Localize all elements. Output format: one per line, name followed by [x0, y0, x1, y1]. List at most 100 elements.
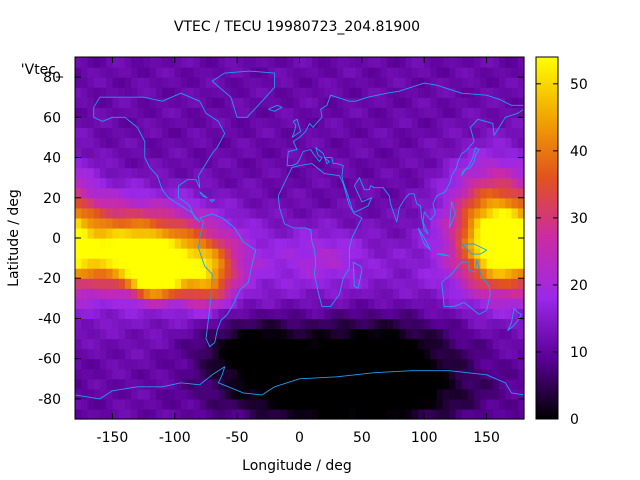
heatmap-cell — [137, 278, 145, 289]
heatmap-cell — [455, 187, 463, 199]
heatmap-cell — [361, 77, 369, 88]
heatmap-cell — [243, 217, 251, 229]
heatmap-cell — [417, 127, 425, 139]
heatmap-cell — [492, 268, 500, 279]
heatmap-cell — [399, 348, 407, 360]
heatmap-cell — [224, 238, 232, 249]
heatmap-cell — [361, 217, 369, 229]
heatmap-cell — [405, 288, 413, 299]
heatmap-cell — [380, 167, 388, 179]
heatmap-cell — [274, 207, 282, 219]
heatmap-cell — [499, 107, 506, 118]
heatmap-cell — [75, 408, 82, 420]
heatmap-cell — [305, 338, 313, 350]
heatmap-cell — [205, 278, 213, 289]
heatmap-cell — [149, 127, 157, 139]
heatmap-cell — [380, 288, 388, 299]
heatmap-cell — [349, 227, 357, 239]
heatmap-cell — [212, 137, 220, 149]
heatmap-cell — [81, 358, 89, 370]
heatmap-cell — [499, 157, 506, 169]
heatmap-cell — [361, 398, 369, 410]
heatmap-cell — [118, 57, 126, 68]
heatmap-cell — [417, 398, 425, 410]
heatmap-cell — [243, 177, 251, 189]
heatmap-cell — [311, 388, 319, 400]
heatmap-cell — [368, 77, 375, 88]
heatmap-cell — [449, 127, 457, 139]
heatmap-cell — [87, 248, 95, 259]
heatmap-cell — [268, 258, 276, 269]
heatmap-cell — [224, 167, 232, 179]
heatmap-cell — [455, 217, 463, 229]
heatmap-cell — [349, 197, 357, 209]
heatmap-cell — [449, 298, 457, 309]
heatmap-cell — [467, 137, 475, 149]
heatmap-cell — [361, 278, 369, 289]
heatmap-cell — [75, 378, 82, 390]
heatmap-cell — [193, 127, 201, 139]
heatmap-cell — [143, 318, 151, 330]
heatmap-cell — [499, 217, 506, 229]
heatmap-cell — [274, 227, 282, 239]
heatmap-cell — [156, 117, 163, 128]
heatmap-cell — [143, 408, 151, 420]
heatmap-cell — [106, 268, 114, 279]
heatmap-cell — [474, 338, 481, 350]
heatmap-cell — [93, 187, 101, 199]
heatmap-cell — [486, 298, 494, 309]
heatmap-cell — [474, 177, 481, 189]
heatmap-cell — [393, 258, 400, 269]
heatmap-cell — [280, 388, 288, 400]
heatmap-cell — [399, 258, 407, 269]
heatmap-cell — [249, 328, 257, 340]
heatmap-cell — [486, 338, 494, 350]
heatmap-cell — [205, 197, 213, 209]
heatmap-cell — [187, 238, 195, 249]
heatmap-cell — [193, 187, 201, 199]
heatmap-cell — [517, 328, 525, 340]
heatmap-cell — [255, 288, 263, 299]
heatmap-cell — [243, 197, 251, 209]
heatmap-cell — [193, 167, 201, 179]
heatmap-cell — [162, 117, 170, 128]
heatmap-cell — [255, 137, 263, 149]
heatmap-cell — [330, 368, 338, 380]
heatmap-cell — [330, 107, 338, 118]
heatmap-cell — [461, 328, 469, 340]
heatmap-cell — [187, 57, 195, 68]
heatmap-cell — [480, 358, 488, 370]
heatmap-cell — [436, 77, 444, 88]
heatmap-cell — [99, 187, 107, 199]
heatmap-cell — [249, 348, 257, 360]
heatmap-cell — [168, 207, 176, 219]
heatmap-cell — [324, 207, 332, 219]
heatmap-cell — [93, 248, 101, 259]
heatmap-cell — [131, 238, 138, 249]
heatmap-cell — [424, 348, 432, 360]
heatmap-cell — [99, 298, 107, 309]
heatmap-cell — [287, 97, 294, 108]
heatmap-cell — [243, 318, 251, 330]
heatmap-cell — [249, 368, 257, 380]
heatmap-cell — [386, 167, 394, 179]
heatmap-cell — [430, 238, 438, 249]
heatmap-cell — [230, 97, 238, 108]
heatmap-cell — [118, 87, 126, 98]
heatmap-cell — [181, 167, 188, 179]
heatmap-cell — [262, 408, 269, 420]
heatmap-cell — [249, 238, 257, 249]
heatmap-cell — [81, 408, 89, 420]
heatmap-cell — [255, 147, 263, 159]
heatmap-cell — [230, 408, 238, 420]
heatmap-cell — [449, 338, 457, 350]
heatmap-cell — [280, 197, 288, 209]
heatmap-cell — [436, 328, 444, 340]
heatmap-cell — [436, 157, 444, 169]
heatmap-cell — [449, 87, 457, 98]
heatmap-cell — [430, 338, 438, 350]
heatmap-cell — [386, 147, 394, 159]
heatmap-cell — [299, 207, 307, 219]
heatmap-cell — [442, 328, 450, 340]
heatmap-cell — [499, 338, 506, 350]
